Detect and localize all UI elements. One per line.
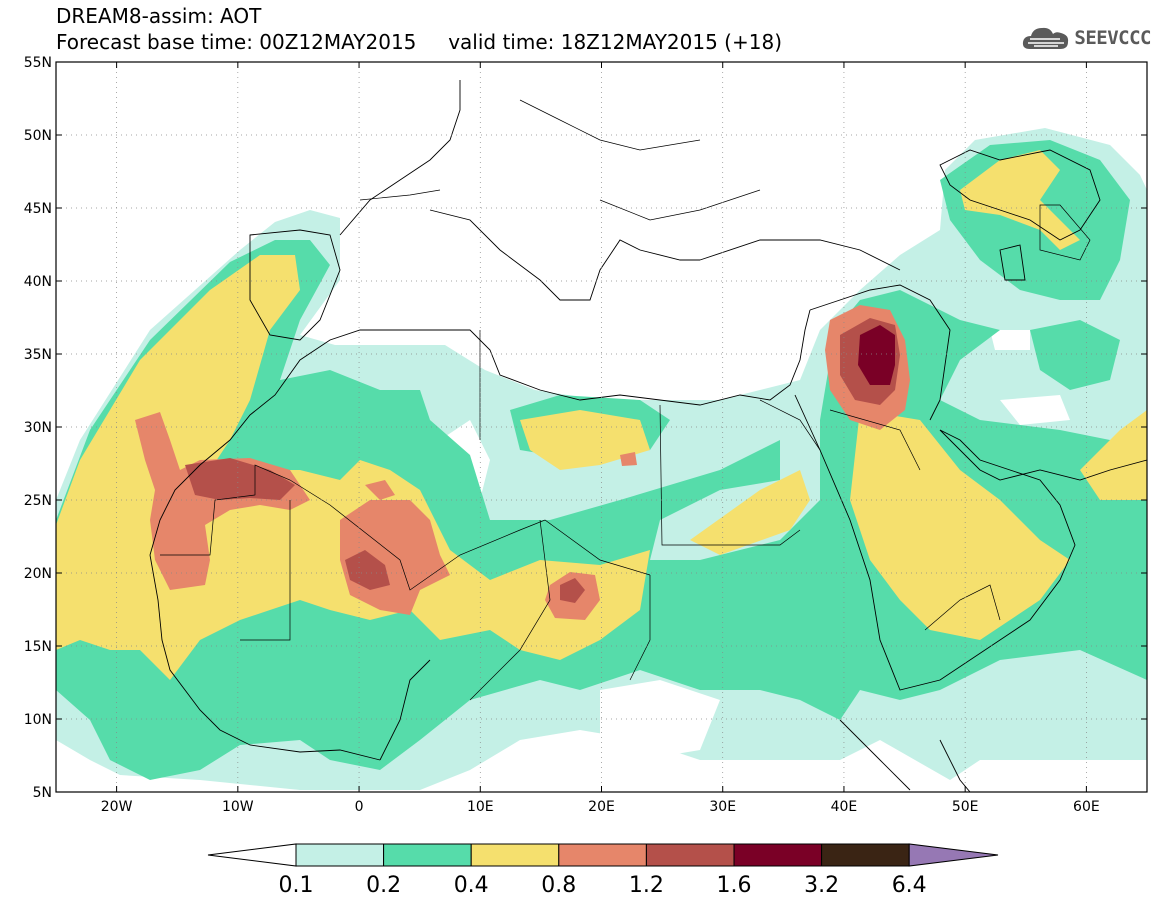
colorbar-min-arrow xyxy=(207,843,297,867)
lat-label: 35N xyxy=(24,347,52,363)
colorbar-swatch xyxy=(733,843,823,867)
lat-label: 55N xyxy=(24,55,52,71)
colorbar-label: 1.6 xyxy=(717,873,752,898)
colorbar-label: 0.8 xyxy=(541,873,576,898)
lat-label: 20N xyxy=(24,566,52,582)
lon-label: 40E xyxy=(831,799,858,815)
lat-label: 40N xyxy=(24,274,52,290)
aot-band-1.6 xyxy=(858,325,895,385)
lon-label: 30E xyxy=(709,799,736,815)
longitude-labels: 20W 10W 0 10E 20E 30E 40E 50E 60E xyxy=(101,62,1100,815)
lon-label: 20W xyxy=(101,799,133,815)
lat-label: 50N xyxy=(24,128,52,144)
colorbar-label: 3.2 xyxy=(804,873,839,898)
map-title: DREAM8-assim: AOT xyxy=(56,4,262,28)
lon-label: 50E xyxy=(952,799,979,815)
logo-text: SEEVCCC xyxy=(1074,27,1151,49)
lat-label: 15N xyxy=(24,639,52,655)
lon-label: 10W xyxy=(222,799,254,815)
latitude-labels: 5N 10N 15N 20N 25N 30N 35N 40N 45N 50N 55N xyxy=(24,55,1147,801)
lat-label: 25N xyxy=(24,493,52,509)
colorbar-label: 1.2 xyxy=(629,873,664,898)
lat-label: 45N xyxy=(24,201,52,217)
lon-label: 60E xyxy=(1073,799,1100,815)
colorbar-swatch xyxy=(558,843,647,867)
seevccc-logo: SEEVCCC xyxy=(1020,23,1151,53)
colorbar-swatch xyxy=(821,843,910,867)
cloud-icon xyxy=(1023,27,1069,49)
lat-label: 30N xyxy=(24,420,52,436)
colorbar-max-arrow xyxy=(908,843,999,867)
lon-label: 20E xyxy=(588,799,615,815)
lat-label: 5N xyxy=(33,785,52,801)
lon-label: 10E xyxy=(467,799,494,815)
colorbar-label: 0.4 xyxy=(454,873,489,898)
colorbar-swatch xyxy=(645,843,735,867)
lat-label: 10N xyxy=(24,712,52,728)
forecast-times: Forecast base time: 00Z12MAY2015 valid t… xyxy=(56,30,782,54)
country-borders xyxy=(160,99,1091,701)
lon-label: 0 xyxy=(355,799,364,815)
colorbar: 0.1 0.2 0.4 0.8 1.2 1.6 3.2 6.4 xyxy=(207,843,999,898)
lat-lon-grid xyxy=(56,62,1147,792)
colorbar-swatch xyxy=(470,843,560,867)
aot-field xyxy=(56,128,1147,790)
colorbar-label: 0.2 xyxy=(366,873,401,898)
colorbar-label: 0.1 xyxy=(279,873,314,898)
colorbar-swatch xyxy=(295,843,385,867)
colorbar-swatch xyxy=(383,843,472,867)
colorbar-label: 6.4 xyxy=(892,873,927,898)
